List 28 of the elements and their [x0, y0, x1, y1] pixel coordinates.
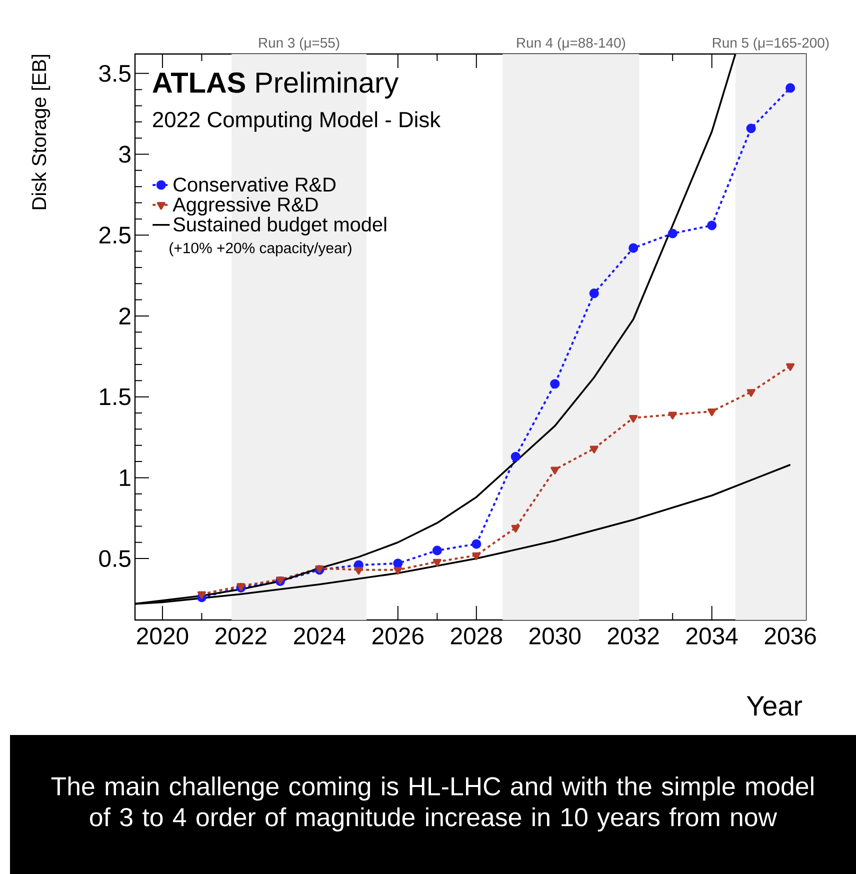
y-tick-label: 3: [119, 146, 130, 163]
x-tick-label: 2026: [372, 628, 424, 644]
band-label: Run 4 (μ=88-140): [517, 37, 626, 50]
text: 2022 Computing Model - Disk: [153, 111, 441, 132]
y-tick-label: 0.5: [99, 550, 130, 568]
x-tick-label: 2036: [764, 628, 816, 644]
band-label: Run 5 (μ=165-200): [712, 37, 829, 50]
x-axis-title: Year: [746, 696, 802, 716]
annotation: (+10% +20% capacity/year): [170, 242, 352, 256]
y-tick-label: 1: [120, 469, 130, 486]
y-tick-label: 2: [119, 308, 130, 324]
legend-label: Sustained budget model: [174, 216, 386, 236]
x-tick-label: 2030: [529, 628, 581, 644]
legend-label: Aggressive R&D: [172, 196, 318, 216]
y-tick-label: 1.5: [100, 388, 130, 406]
x-tick-label: 2022: [216, 628, 266, 644]
y-tick-label: 3.5: [99, 64, 130, 82]
x-tick-label: 2032: [608, 628, 659, 644]
x-tick-label: 2024: [294, 628, 346, 644]
x-tick-label: 2028: [451, 628, 502, 644]
text: The main challenge coming is HL-LHC and with the simple model of 3 to 4 order of magnitude increase in 10 years from now: [51, 776, 814, 832]
band-label: Run 3 (μ=55): [259, 37, 340, 50]
y-axis-title: Disk Storage [EB]: [32, 54, 50, 210]
text: ATLAS Preliminary: [152, 72, 399, 99]
legend-label: Conservative R&D: [174, 177, 336, 192]
y-tick-label: 2.5: [99, 226, 130, 244]
x-tick-label: 2034: [686, 628, 738, 644]
x-tick-label: 2020: [137, 628, 188, 644]
